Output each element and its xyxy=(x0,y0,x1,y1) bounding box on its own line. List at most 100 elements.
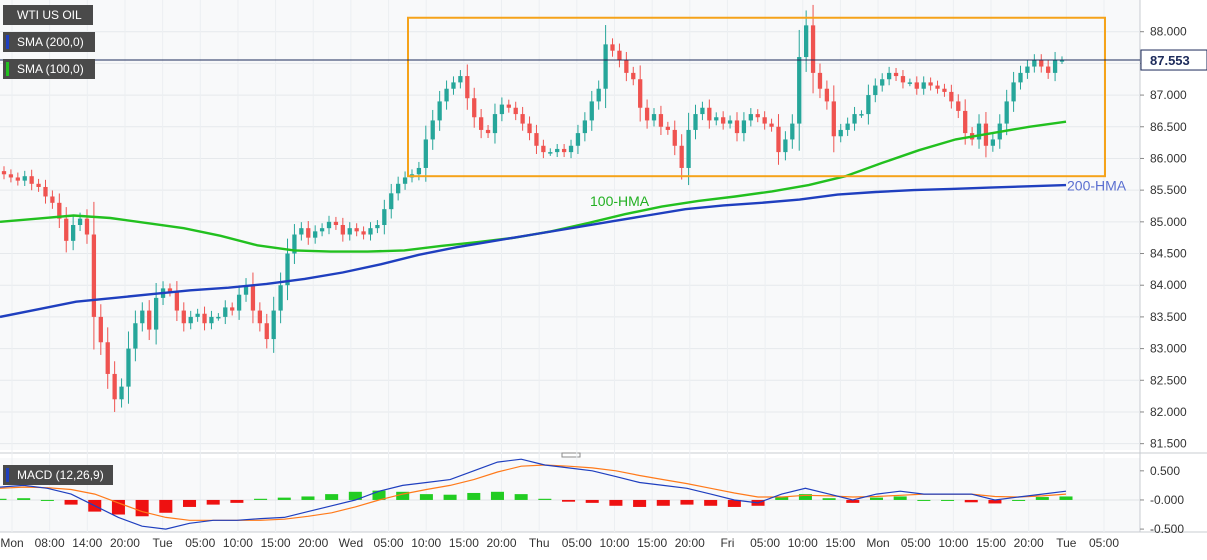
macd-histogram-bar xyxy=(704,499,718,506)
macd-legend[interactable]: MACD (12,26,9) xyxy=(3,465,113,485)
x-tick-label: 20:00 xyxy=(110,536,140,550)
macd-histogram-bar xyxy=(964,499,978,503)
candle xyxy=(236,285,242,320)
candle-body xyxy=(873,85,878,96)
macd-histogram-bar xyxy=(372,490,386,500)
candle xyxy=(873,78,878,103)
candle-body xyxy=(1025,66,1030,73)
macd-histogram-bar xyxy=(135,499,149,517)
macd-histogram-bar xyxy=(656,499,670,506)
candle-body xyxy=(589,101,594,121)
sma200-legend-text: SMA (200,0) xyxy=(17,35,84,49)
y-tick-label: 84.000 xyxy=(1150,278,1187,292)
candle-body xyxy=(658,114,664,127)
candle-body xyxy=(893,72,899,77)
candle xyxy=(644,99,650,129)
x-tick-label: 15:00 xyxy=(637,536,667,550)
candle xyxy=(1052,51,1058,82)
candle xyxy=(181,302,186,332)
candle-body xyxy=(956,101,961,111)
y-tick-label: 88.000 xyxy=(1150,25,1187,39)
candle-body xyxy=(914,82,919,89)
candle-body xyxy=(1004,101,1009,124)
candle-body xyxy=(43,186,48,197)
candle xyxy=(638,65,643,122)
candle xyxy=(907,78,913,87)
candle xyxy=(416,161,422,181)
candle xyxy=(1032,54,1037,73)
y-tick-label: 87.000 xyxy=(1150,88,1187,102)
candle xyxy=(921,76,926,95)
macd-histogram-bar xyxy=(490,491,504,500)
candle-body xyxy=(686,129,691,168)
candle-body xyxy=(361,231,366,235)
candle-body xyxy=(112,373,117,400)
x-tick-label: 05:00 xyxy=(750,536,780,550)
candle-body xyxy=(202,313,207,324)
x-tick-label: 05:00 xyxy=(374,536,404,550)
last-price-label: 87.553 xyxy=(1150,53,1190,68)
candle-body xyxy=(77,218,83,225)
candle-body xyxy=(250,285,256,311)
candle-body xyxy=(555,148,560,153)
candle-body xyxy=(797,57,802,124)
candle xyxy=(541,139,546,159)
candle xyxy=(561,144,567,158)
symbol-text: WTI US OIL xyxy=(17,8,82,22)
candle-body xyxy=(50,196,55,203)
macd-histogram-bar xyxy=(467,492,481,500)
candle-body xyxy=(319,228,325,232)
candle-body xyxy=(326,221,332,229)
candle-body xyxy=(8,174,14,178)
candle xyxy=(147,300,152,341)
macd-histogram-bar xyxy=(609,499,623,506)
symbol-label[interactable]: WTI US OIL xyxy=(3,5,93,25)
candle-body xyxy=(1039,60,1044,67)
x-tick-label: 20:00 xyxy=(487,536,517,550)
candle xyxy=(714,112,719,126)
macd-histogram-bar xyxy=(301,496,315,500)
candle-body xyxy=(541,145,546,153)
candle xyxy=(741,112,747,142)
candle xyxy=(686,112,691,186)
candle-body xyxy=(548,152,553,154)
macd-line xyxy=(0,458,1067,530)
candle-body xyxy=(506,104,511,108)
x-tick-label: 15:00 xyxy=(261,536,291,550)
candle xyxy=(900,70,906,89)
candle xyxy=(797,29,802,151)
candle xyxy=(513,101,518,121)
candle-body xyxy=(527,123,532,134)
candle xyxy=(216,313,221,321)
sma100-legend[interactable]: SMA (100,0) xyxy=(3,59,95,79)
candle xyxy=(444,80,449,110)
candle-body xyxy=(22,176,27,181)
candle-body xyxy=(817,72,823,89)
candle xyxy=(527,116,532,141)
candle xyxy=(838,123,843,143)
candle-body xyxy=(368,228,373,235)
x-tick-label: Tue xyxy=(1056,536,1077,550)
candle xyxy=(548,148,553,156)
candle xyxy=(292,224,297,264)
candle xyxy=(375,220,380,234)
candle-body xyxy=(444,88,449,102)
x-tick-label: Wed xyxy=(339,536,363,550)
candle-body xyxy=(783,139,788,153)
candle-body xyxy=(347,228,352,235)
candle xyxy=(368,222,373,241)
sma200-legend[interactable]: SMA (200,0) xyxy=(3,32,95,52)
candle xyxy=(824,80,830,110)
x-tick-label: Mon xyxy=(0,536,23,550)
candle-body xyxy=(631,72,636,80)
candle-body xyxy=(29,176,34,184)
candle-body xyxy=(651,114,657,121)
hma200-line xyxy=(0,183,1067,319)
candle xyxy=(665,121,670,135)
candle-body xyxy=(195,313,200,317)
macd-histogram-bar xyxy=(538,498,552,500)
candle xyxy=(693,104,698,140)
candle-body xyxy=(271,310,276,340)
macd-histogram-bar xyxy=(514,494,528,500)
